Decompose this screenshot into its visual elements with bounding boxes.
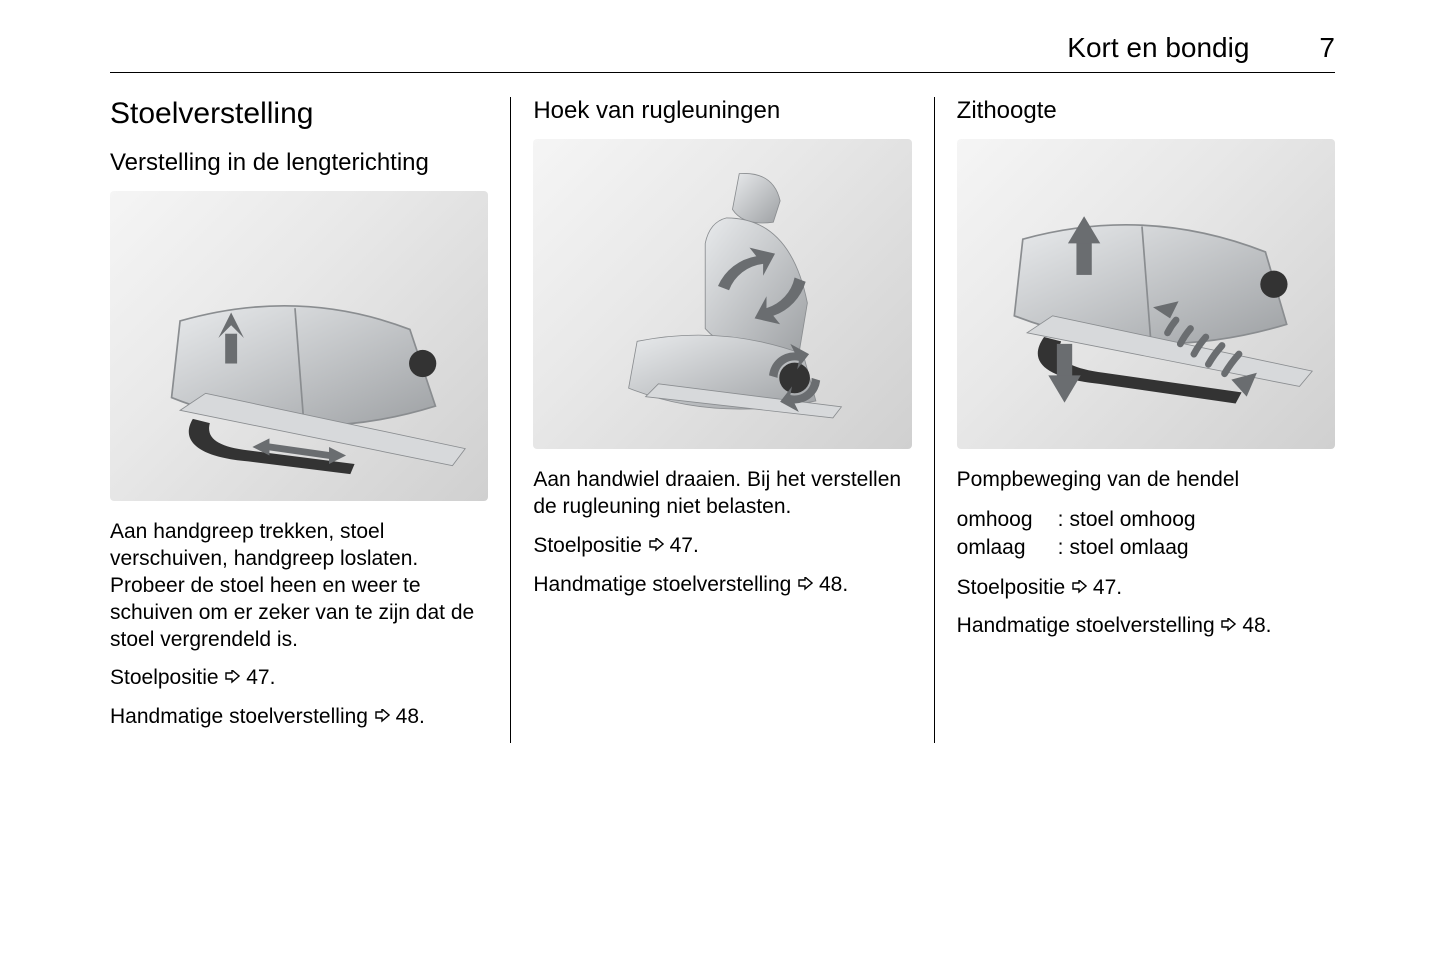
paragraph: Aan handgreep trekken, stoel verschuiven…	[110, 519, 488, 653]
heading-stoelverstelling: Stoelverstelling	[110, 97, 488, 131]
column-2: Hoek van rugleuningen	[510, 97, 933, 743]
ref-after: .	[1266, 614, 1272, 637]
term: omlaag	[957, 534, 1052, 562]
page: Kort en bondig 7 Stoelverstelling Verste…	[0, 0, 1445, 743]
ref-text: Handmatige stoelverstelling	[110, 705, 374, 728]
crossref-icon	[1220, 618, 1236, 634]
term: omhoog	[957, 506, 1052, 534]
figure-seat-height	[957, 139, 1335, 449]
list-item: omlaag : stoel omlaag	[957, 534, 1335, 562]
figure-seat-longitudinal	[110, 191, 488, 501]
definition: stoel omlaag	[1070, 534, 1189, 562]
ref-page: 47	[670, 534, 693, 557]
content-columns: Stoelverstelling Verstelling in de lengt…	[110, 97, 1335, 743]
ref-after: .	[693, 534, 699, 557]
definition: stoel omhoog	[1070, 506, 1196, 534]
crossref-icon	[374, 709, 390, 725]
seat-longitudinal-svg	[129, 207, 469, 486]
section-title: Kort en bondig	[1067, 32, 1249, 64]
crossref-handmatig: Handmatige stoelverstelling 48.	[533, 572, 911, 599]
ref-page: 48	[819, 573, 842, 596]
heading-zithoogte: Zithoogte	[957, 97, 1335, 125]
paragraph: Aan handwiel draaien. Bij het verstellen…	[533, 467, 911, 521]
list-item: omhoog : stoel omhoog	[957, 506, 1335, 534]
crossref-icon	[648, 538, 664, 554]
seat-height-svg	[976, 155, 1316, 434]
crossref-stoelpositie: Stoelpositie 47.	[533, 533, 911, 560]
crossref-icon	[1071, 580, 1087, 596]
page-header: Kort en bondig 7	[110, 32, 1335, 73]
separator: :	[1052, 506, 1070, 534]
subheading-lengterichting: Verstelling in de lengterichting	[110, 149, 488, 177]
ref-text: Handmatige stoelverstelling	[957, 614, 1221, 637]
seat-backrest-svg	[552, 155, 892, 434]
ref-page: 48	[396, 705, 419, 728]
ref-after: .	[270, 666, 276, 689]
crossref-handmatig: Handmatige stoelverstelling 48.	[110, 704, 488, 731]
figure-seat-backrest	[533, 139, 911, 449]
paragraph: Pompbeweging van de hendel	[957, 467, 1335, 494]
column-1: Stoelverstelling Verstelling in de lengt…	[110, 97, 510, 743]
crossref-icon	[224, 670, 240, 686]
ref-text: Stoelpositie	[957, 576, 1071, 599]
crossref-stoelpositie: Stoelpositie 47.	[957, 575, 1335, 602]
ref-page: 47	[246, 666, 269, 689]
ref-page: 48	[1242, 614, 1265, 637]
ref-text: Stoelpositie	[110, 666, 224, 689]
ref-text: Stoelpositie	[533, 534, 647, 557]
heading-rugleuningen: Hoek van rugleuningen	[533, 97, 911, 125]
ref-after: .	[1116, 576, 1122, 599]
ref-text: Handmatige stoelverstelling	[533, 573, 797, 596]
crossref-handmatig: Handmatige stoelverstelling 48.	[957, 613, 1335, 640]
ref-after: .	[842, 573, 848, 596]
ref-page: 47	[1093, 576, 1116, 599]
crossref-icon	[797, 577, 813, 593]
column-3: Zithoogte	[934, 97, 1335, 743]
ref-after: .	[419, 705, 425, 728]
crossref-stoelpositie: Stoelpositie 47.	[110, 665, 488, 692]
separator: :	[1052, 534, 1070, 562]
definition-list: omhoog : stoel omhoog omlaag : stoel oml…	[957, 506, 1335, 563]
page-number: 7	[1319, 32, 1335, 64]
